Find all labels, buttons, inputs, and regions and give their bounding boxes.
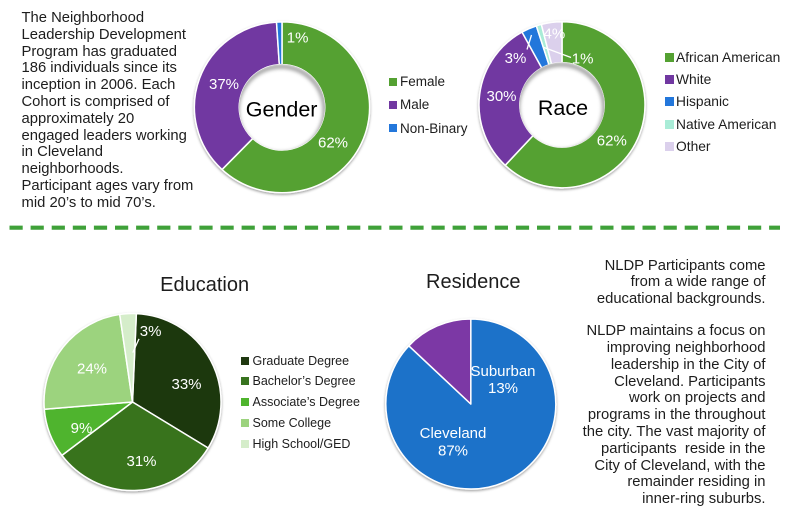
svg-text:Suburban: Suburban [470,363,535,380]
svg-text:87%: 87% [438,443,468,460]
svg-text:4%: 4% [544,26,566,43]
svg-text:3%: 3% [505,50,527,67]
svg-text:33%: 33% [171,376,201,393]
svg-text:30%: 30% [486,88,516,105]
svg-text:9%: 9% [71,420,93,437]
svg-text:Cleveland: Cleveland [420,425,487,442]
svg-text:62%: 62% [318,135,348,152]
svg-text:1%: 1% [287,30,309,47]
svg-text:Race: Race [538,96,588,120]
svg-text:Gender: Gender [246,98,318,122]
svg-text:13%: 13% [488,380,518,397]
svg-text:3%: 3% [140,323,162,340]
svg-text:37%: 37% [209,76,239,93]
svg-text:24%: 24% [77,360,107,377]
svg-text:62%: 62% [597,133,627,150]
svg-text:1%: 1% [572,51,594,68]
svg-text:31%: 31% [126,453,156,470]
